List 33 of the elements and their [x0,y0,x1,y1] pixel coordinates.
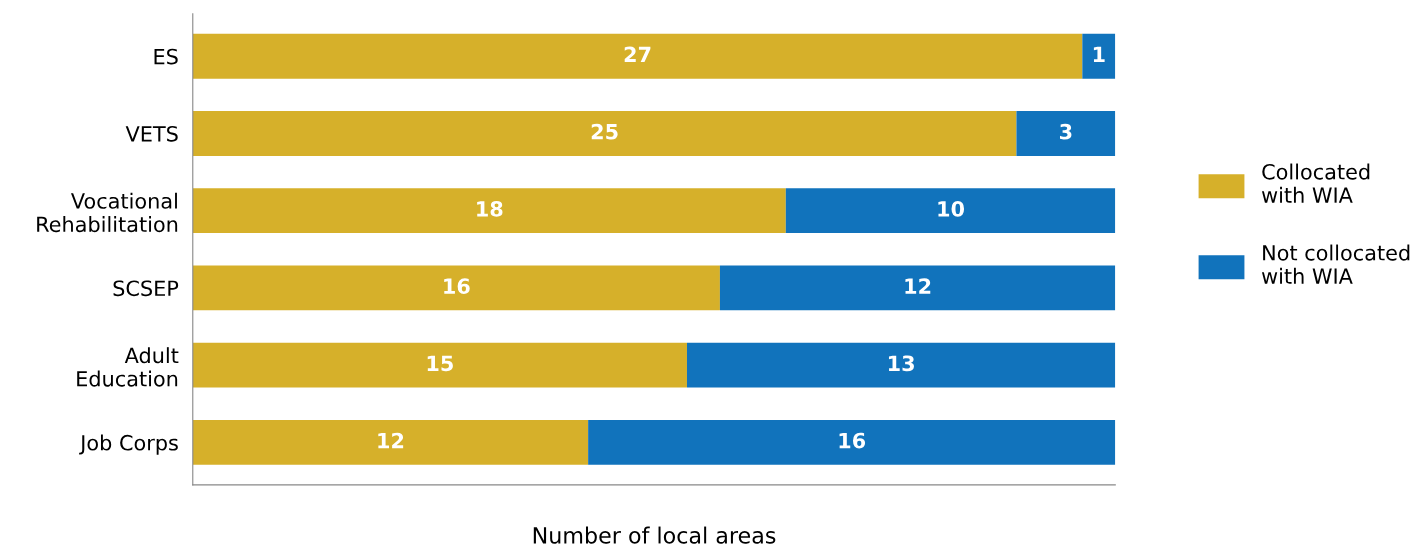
y-tick-label: SCSEP [113,280,179,297]
legend-label: Collocated with WIA [1261,163,1370,203]
bar [785,188,1116,234]
data-label: 18 [477,201,503,217]
bar [1082,33,1116,79]
x-axis-title: Number of local areas [533,526,776,544]
bar [719,265,1116,311]
data-label: 16 [444,278,470,294]
data-label: 3 [1059,123,1072,140]
bar [686,342,1116,388]
bar [192,342,687,388]
data-label: 25 [591,123,618,140]
y-tick-label: VETS [125,125,178,142]
y-tick-label: ES [154,48,178,65]
bar [192,420,589,465]
data-label: 12 [905,278,931,294]
legend-label: Not collocated with WIA [1261,244,1410,284]
bar [192,265,720,311]
y-tick-label: Vocational Rehabilitation [37,192,178,233]
data-label: 12 [378,432,404,449]
data-label: 13 [888,355,914,372]
data-label: 1 [1093,46,1105,62]
data-label: 27 [624,46,651,62]
y-tick-label: Job Corps [79,434,178,455]
data-label: 10 [938,201,965,217]
bar [192,111,1017,156]
data-label: 15 [427,355,453,372]
bar [192,33,1083,79]
bar [1016,111,1116,156]
bar [192,188,786,234]
bar [588,420,1116,465]
y-tick-label: Adult Education [77,347,179,387]
data-label: 16 [839,432,866,449]
